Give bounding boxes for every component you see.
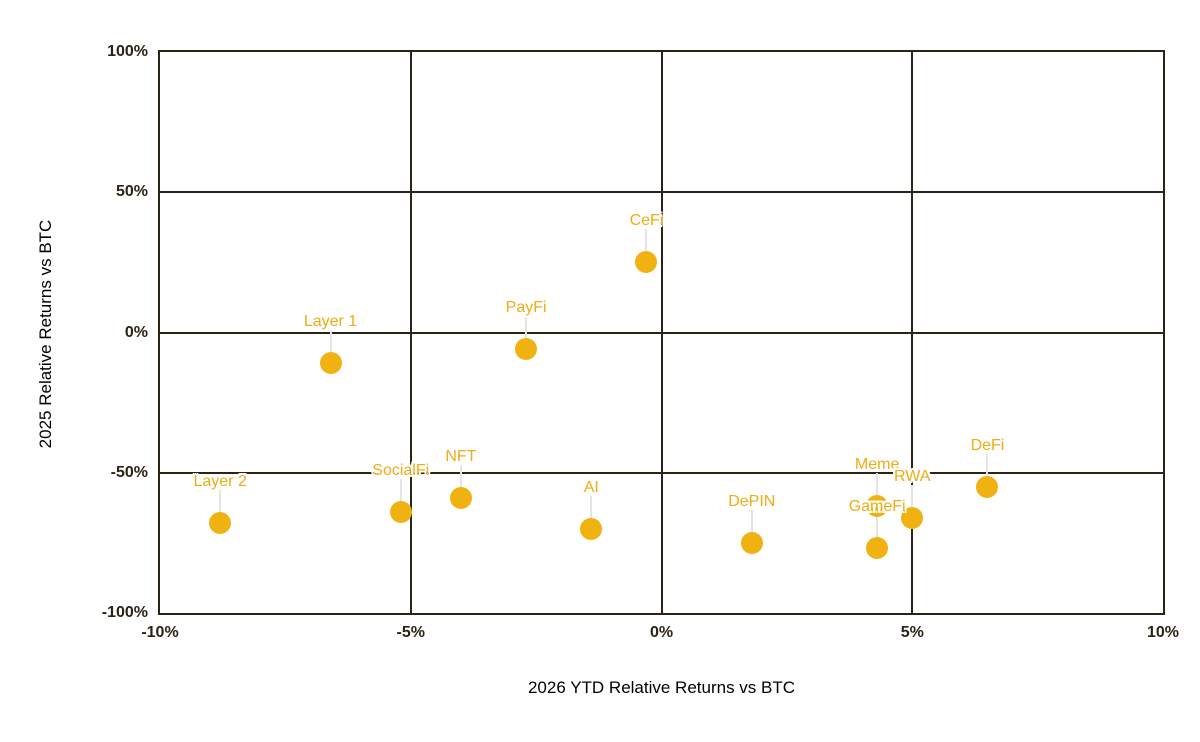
point-leader-line-ai xyxy=(590,495,593,529)
data-point-dot-payfi[interactable] xyxy=(515,338,538,361)
point-leader-line-nft xyxy=(459,464,462,498)
data-point-label-depin: DePIN xyxy=(728,492,776,510)
data-point-dot-nft[interactable] xyxy=(449,486,472,509)
point-leader-line-payfi xyxy=(525,316,528,350)
y-tick-label--50: -50% xyxy=(110,463,148,481)
data-point-dot-layer-2[interactable] xyxy=(209,512,232,535)
x-axis-title: 2026 YTD Relative Returns vs BTC xyxy=(527,678,796,697)
x-tick-label-0: 0% xyxy=(649,624,674,641)
data-point-dot-socialfi[interactable] xyxy=(389,501,412,524)
point-leader-line-defi xyxy=(986,453,989,487)
plot-area: Layer 2 Layer 1 SocialFi NFT PayFi AI CeFi DePI… xyxy=(158,50,1165,615)
x-tick-label--10: -10% xyxy=(141,624,179,641)
data-point-dot-meme[interactable] xyxy=(866,495,889,518)
data-point-label-ai: AI xyxy=(583,478,599,496)
point-leader-line-depin xyxy=(750,509,753,543)
data-point-label-layer-1: Layer 1 xyxy=(303,313,358,331)
data-point-label-socialfi: SocialFi xyxy=(372,462,430,480)
data-point-label-defi: DeFi xyxy=(970,436,1005,454)
data-point-label-meme: Meme xyxy=(854,456,900,474)
data-point-dot-layer-1[interactable] xyxy=(319,352,342,375)
data-point-label-layer-2: Layer 2 xyxy=(193,473,247,491)
data-point-label-rwa: RWA xyxy=(894,467,931,485)
point-leader-line-rwa xyxy=(911,484,914,518)
data-point-label-gamefi: GameFi xyxy=(848,498,906,516)
gridline-horizontal--50 xyxy=(160,471,1163,474)
y-tick-label--100: -100% xyxy=(101,604,148,621)
x-tick-label-10: 10% xyxy=(1146,624,1180,641)
point-leader-line-layer-2 xyxy=(219,490,222,524)
point-leader-line-socialfi xyxy=(399,479,402,513)
data-point-dot-depin[interactable] xyxy=(740,531,763,554)
point-leader-line-layer-1 xyxy=(329,330,332,364)
point-leader-line-meme xyxy=(876,473,879,507)
data-point-dot-defi[interactable] xyxy=(976,475,999,498)
x-tick-label--5: -5% xyxy=(396,624,425,641)
gridline-horizontal-0 xyxy=(160,331,1163,334)
data-point-dot-ai[interactable] xyxy=(580,517,603,540)
point-leader-line-gamefi xyxy=(876,515,879,549)
y-tick-label-0: 0% xyxy=(124,323,148,341)
data-point-label-cefi: CeFi xyxy=(629,212,664,230)
x-tick-label-5: 5% xyxy=(900,624,924,641)
data-point-dot-rwa[interactable] xyxy=(901,506,924,529)
data-point-dot-cefi[interactable] xyxy=(635,251,658,274)
y-tick-label-50: 50% xyxy=(115,183,148,201)
plot-border xyxy=(158,50,1165,615)
gridline-horizontal-50 xyxy=(160,191,1163,194)
data-point-label-payfi: PayFi xyxy=(505,299,547,317)
point-leader-line-cefi xyxy=(645,229,648,263)
y-tick-label-100: 100% xyxy=(107,43,148,60)
data-point-label-nft: NFT xyxy=(445,447,477,465)
data-point-dot-gamefi[interactable] xyxy=(866,537,889,560)
